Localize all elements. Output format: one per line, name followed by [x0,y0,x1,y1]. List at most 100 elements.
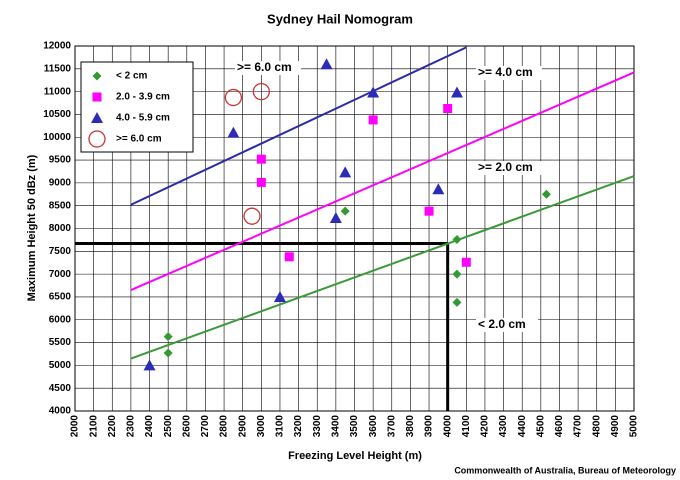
y-tick-label: 11500 [44,63,72,74]
point [252,82,270,101]
chart-title: Sydney Hail Nomogram [267,11,413,26]
point [329,212,342,224]
x-tick-label: 3300 [312,415,323,438]
x-tick-label: 3100 [275,415,286,438]
x-axis-label: Freezing Level Height (m) [288,450,422,462]
x-tick-label: 2100 [88,415,99,438]
plot-frame [74,45,635,412]
x-tick-label: 3200 [293,415,304,438]
y-tick-label: 7000 [49,269,72,280]
point [227,126,240,138]
y-tick-label: 4500 [49,383,72,394]
x-tick-label: 2300 [126,415,137,438]
fit-line [130,46,467,206]
point [461,257,471,267]
annotation-bg [235,61,301,75]
y-tick-label: 7500 [49,246,72,257]
x-tick-label: 5000 [629,415,640,438]
x-tick-label: 2900 [237,415,248,438]
x-tick-label: 3600 [368,415,379,438]
y-tick-label: 6000 [49,314,72,325]
x-tick-label: 4300 [498,415,509,438]
x-tick-label: 2400 [144,415,155,438]
y-tick-label: 4000 [49,406,72,417]
point [284,252,294,262]
x-tick-label: 4800 [591,415,602,438]
y-tick-label: 6500 [49,292,72,303]
point [256,154,266,164]
x-tick-label: 4600 [554,415,565,438]
point [368,115,378,125]
x-tick-label: 2600 [181,415,192,438]
x-tick-label: 3000 [256,415,267,438]
fit-line [130,175,635,360]
legend-symbol [92,92,102,102]
y-tick-label: 5000 [49,360,72,371]
point [424,206,434,216]
point [256,177,266,187]
point [320,58,333,70]
y-tick-label: 5500 [49,337,72,348]
y-tick-label: 11000 [44,86,72,97]
y-axis-label: Maximum Height 50 dBz (m) [26,154,38,301]
x-tick-label: 3400 [331,415,342,438]
annotation: >= 6.0 cm [237,60,292,74]
x-tick-label: 3500 [349,415,360,438]
y-tick-label: 8500 [49,200,72,211]
source: Commonwealth of Australia, Bureau of Met… [454,465,676,475]
y-tick-label: 9500 [49,155,72,166]
x-tick-label: 4500 [535,415,546,438]
point [450,86,463,98]
point [143,359,156,371]
x-tick-label: 4900 [610,415,621,438]
point [340,206,350,216]
x-tick-label: 2500 [163,415,174,438]
y-tick-label: 12000 [43,41,71,52]
legend-label: 2.0 - 3.9 cm [116,92,170,103]
y-tick-label: 10000 [43,132,71,143]
legend-label: < 2 cm [116,71,148,82]
legend-symbol [92,71,102,81]
annotation: >= 2.0 cm [478,160,533,174]
annotation: < 2.0 cm [478,317,526,331]
x-tick-label: 4400 [517,415,528,438]
legend: < 2 cm 2.0 - 3.9 cm 4.0 - 5.9 cm >= 6.0 cm [80,61,194,153]
x-tick-label: 2800 [219,415,230,438]
x-tick-label: 4000 [442,415,453,438]
x-tick-label: 3800 [405,415,416,438]
fit-line [130,71,635,292]
x-tick-label: 3900 [424,415,435,438]
x-tick-label: 2700 [200,415,211,438]
legend-label: 4.0 - 5.9 cm [116,113,170,124]
x-tick-label: 4100 [461,415,472,438]
legend-symbol [88,130,106,148]
point [452,234,462,244]
point [452,269,462,279]
annotation-bg [476,318,538,332]
point [273,290,286,302]
point [432,183,445,195]
point [163,332,173,342]
annotation: >= 4.0 cm [478,65,533,79]
x-tick-label: 2200 [107,415,118,438]
point [452,297,462,307]
point [224,88,243,107]
y-tick-label: 10500 [43,109,71,120]
x-tick-label: 2000 [70,415,81,438]
point [443,104,453,114]
annotation-bg [476,66,542,80]
x-tick-label: 3700 [386,415,397,438]
point [367,86,380,98]
y-tick-label: 9000 [49,178,72,189]
x-tick-label: 4200 [480,415,491,438]
x-tick-label: 4700 [573,415,584,438]
point [163,348,173,358]
point [339,166,352,178]
annotation-bg [476,161,542,175]
y-tick-label: 8000 [49,223,72,234]
point [541,189,551,199]
legend-symbol [91,112,103,123]
legend-label: >= 6.0 cm [116,134,162,145]
point [243,207,261,225]
